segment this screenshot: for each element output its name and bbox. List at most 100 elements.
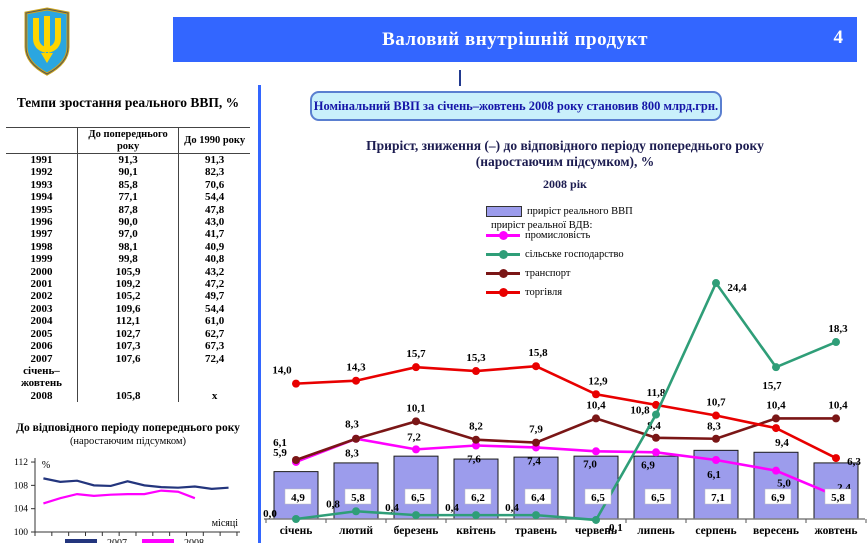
table-cell: 1998 (30, 240, 53, 253)
bar-label-box (344, 488, 372, 505)
table-cell: 2002 (30, 290, 53, 303)
table-row: 2004 112,1 61,0 (6, 315, 250, 328)
table-cell: 40,8 (204, 253, 225, 266)
table-row: 1995 87,8 47,8 (6, 203, 250, 217)
table-header-prev-year: До попереднього року (76, 127, 180, 154)
table-row: 2007 107,6 72,4 (6, 352, 250, 365)
table-cell: 70,6 (204, 178, 225, 191)
mini-series-2008 (43, 489, 196, 505)
series-marker (652, 433, 660, 442)
table-cell: 1999 (30, 253, 53, 266)
table-row: 2006 107,3 67,3 (6, 340, 250, 353)
info-banner: Номінальний ВВП за січень–жовтень 2008 р… (310, 91, 722, 121)
agriculture-line-swatch-icon (486, 249, 520, 259)
table-cell: 91,3 (204, 154, 225, 166)
series-marker (592, 390, 600, 399)
series-marker (832, 414, 840, 423)
month-label: січень (280, 525, 313, 537)
table-row: 2001 109,2 47,2 (6, 278, 250, 291)
gdp-bar (513, 456, 559, 520)
line-data-label: 9,4 (775, 437, 789, 449)
bar-label-box (464, 488, 492, 505)
table-cell: 90,1 (76, 166, 180, 179)
table-cell: 99,8 (76, 253, 180, 266)
table-cell: 90,0 (76, 216, 180, 229)
table-cell: x (211, 389, 218, 402)
table-cell: 105,9 (76, 265, 180, 279)
series-marker (652, 400, 660, 409)
table-cell: 107,6 (76, 352, 180, 365)
table-header-row: До попереднього року До 1990 року (6, 127, 250, 154)
line-data-label: 10,4 (586, 399, 606, 411)
bar-data-label: 4,9 (291, 492, 305, 504)
line-data-label: 10,8 (630, 405, 650, 417)
line-data-label: 10,1 (406, 402, 425, 414)
page-title: Валовий внутрішній продукт (382, 28, 648, 50)
table-cell: 40,9 (204, 240, 225, 253)
bar-data-label: 6,2 (471, 492, 485, 504)
bar-data-label: 6,5 (591, 492, 605, 504)
ukraine-coat-of-arms-icon (24, 7, 70, 76)
month-label: травень (515, 525, 557, 537)
line-data-label: 14,3 (346, 362, 366, 374)
table-cell: 2001 (30, 278, 53, 291)
main-chart-title: Приріст, зниження (–) до відповідного пе… (366, 138, 764, 169)
bar-label-box (404, 488, 432, 505)
table-cell: 43,0 (204, 216, 225, 229)
line-data-label: 24,4 (727, 282, 747, 294)
bar-label-box (824, 488, 852, 505)
line-data-label: 6,9 (641, 459, 655, 471)
line-data-label: 11,8 (647, 387, 666, 399)
series-marker (592, 515, 600, 524)
table-row: 1992 90,1 82,3 (6, 166, 250, 179)
table-cell: 105,8 (76, 364, 180, 403)
month-label: вересень (753, 525, 799, 537)
panel-separator-line (258, 85, 261, 543)
table-cell: 107,3 (76, 340, 180, 353)
bar-data-label: 5,8 (351, 492, 365, 504)
table-row: 2000 105,9 43,2 (6, 265, 250, 279)
line-data-label: 7,4 (527, 455, 541, 467)
table-cell: 54,4 (204, 302, 225, 315)
line-data-label: 6,1 (273, 437, 287, 449)
table-cell: 67,3 (204, 340, 225, 353)
series-line-1 (295, 280, 837, 522)
series-line-3 (295, 364, 837, 460)
series-marker (412, 511, 420, 520)
table-cell: 105,2 (76, 290, 180, 303)
series-marker (532, 511, 540, 520)
main-combo-chart: 5,9 8,37,27,6 7,4 7,0 6,96,15,0 2,46,18,310,1… (263, 279, 867, 537)
series-marker (712, 456, 720, 465)
mini-line-chart: 100 104 108 112% місяці 2007 2008 (14, 458, 240, 543)
transport-line-swatch-icon (486, 268, 520, 278)
bar-label-box (644, 488, 672, 505)
line-data-label: 8,3 (707, 421, 721, 433)
line-data-label: 0,4 (445, 502, 459, 514)
table-cell: 2005 (30, 327, 53, 340)
bar-label-box (524, 488, 552, 505)
table-row: 1993 85,8 70,6 (6, 178, 250, 192)
month-label: квітень (456, 525, 496, 537)
bar-label-box (764, 488, 792, 505)
mini-chart-subtitle: (наростаючим підсумком) (69, 436, 187, 447)
series-marker (712, 411, 720, 420)
mini-chart-title: До відповідного періоду попереднього рок… (16, 422, 240, 434)
connector-tick (459, 70, 461, 86)
table-cell: 1995 (30, 203, 53, 216)
table-header-1990: До 1990 року (178, 127, 250, 154)
table-cell: 1993 (30, 178, 53, 191)
line-data-label: 7,0 (583, 458, 597, 470)
series-marker (712, 434, 720, 443)
line-data-label: 8,2 (469, 421, 483, 433)
legend-item-transport: транспорт (486, 267, 570, 279)
table-cell: 43,2 (204, 265, 225, 278)
line-data-label: -0,1 (605, 522, 622, 534)
table-cell: 41,7 (204, 228, 225, 241)
mini-legend-label: 2008 (184, 538, 204, 543)
line-data-label: 0,8 (326, 498, 340, 510)
gdp-bar-swatch-icon (486, 205, 522, 217)
gdp-bar (573, 455, 619, 520)
line-data-label: 14,0 (272, 365, 292, 377)
month-label: серпень (695, 525, 736, 537)
